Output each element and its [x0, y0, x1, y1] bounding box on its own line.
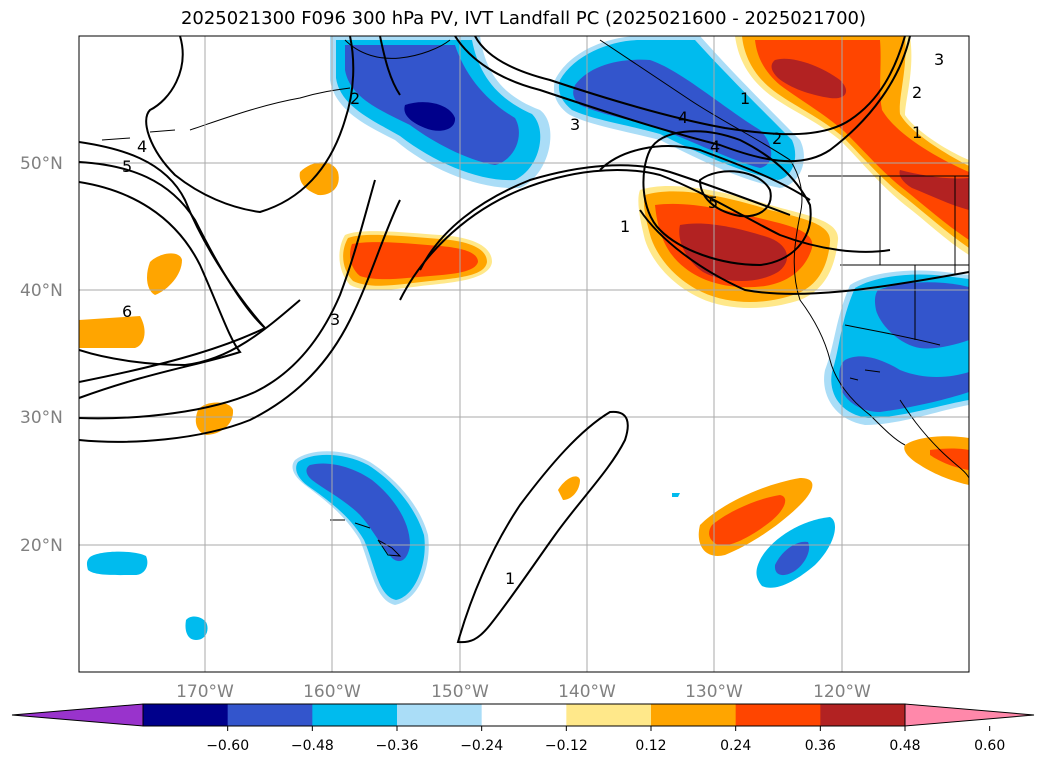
- colorbar-cell: [735, 704, 821, 726]
- contour-label: 4: [137, 137, 147, 156]
- lat-label: 20°N: [20, 536, 63, 556]
- colorbar-extend-low: [12, 704, 143, 726]
- lon-label: 140°W: [558, 682, 616, 702]
- contour-label: 2: [772, 129, 782, 148]
- latitude-labels: 50°N 40°N 30°N 20°N: [20, 154, 63, 556]
- colorbar-tick-label: −0.24: [460, 738, 503, 754]
- lat-label: 40°N: [20, 281, 63, 301]
- negative-anomaly-fields: [86, 36, 969, 640]
- longitude-labels: 170°W 160°W 150°W 140°W 130°W 120°W: [176, 682, 871, 702]
- contour-label: 1: [740, 89, 750, 108]
- contour-label: 1: [505, 569, 515, 588]
- graticule: [79, 36, 969, 672]
- colorbar-tick-label: 0.36: [805, 738, 836, 754]
- contour-label: 3: [570, 115, 580, 134]
- colorbar-tick-label: −0.60: [206, 738, 249, 754]
- map-border: [78, 35, 970, 673]
- colorbar-cell: [227, 704, 313, 726]
- lon-label: 130°W: [685, 682, 743, 702]
- lon-label: 120°W: [813, 682, 871, 702]
- contour-label: 5: [122, 157, 132, 176]
- colorbar-tick-label: 0.60: [974, 738, 1005, 754]
- colorbar-cell: [397, 704, 483, 726]
- lat-label: 50°N: [20, 154, 63, 174]
- coastlines: [101, 39, 969, 557]
- contour-label: 4: [678, 108, 688, 127]
- contour-label: 2: [912, 83, 922, 102]
- lon-label: 160°W: [303, 682, 361, 702]
- colorbar-cell: [651, 704, 737, 726]
- colorbar-cell: [312, 704, 398, 726]
- contour-label: 6: [122, 302, 132, 321]
- contour-label: 3: [330, 310, 340, 329]
- lon-label: 150°W: [431, 682, 489, 702]
- contour-label: 4: [710, 137, 720, 156]
- lon-label: 170°W: [176, 682, 234, 702]
- colorbar-cell: [481, 704, 567, 726]
- contour-label: 3: [934, 50, 944, 69]
- contour-label: 5: [708, 193, 718, 212]
- map-title: 2025021300 F096 300 hPa PV, IVT Landfall…: [180, 8, 867, 29]
- contour-label: 1: [620, 217, 630, 236]
- lat-label: 30°N: [20, 408, 63, 428]
- colorbar-cell: [143, 704, 229, 726]
- colorbar: −0.60 −0.48 −0.36 −0.24 −0.12 0.12 0.24 0.36 0.4…: [11, 703, 1035, 754]
- colorbar-tick-label: −0.12: [545, 738, 588, 754]
- contour-labels: 1 2 3 4 5 6 2 3 4 5 1 1 2 1 3 4: [122, 50, 944, 588]
- colorbar-extend-high: [905, 704, 1034, 726]
- colorbar-tick-label: −0.48: [291, 738, 334, 754]
- positive-anomaly-fields: [79, 36, 969, 556]
- pv-contours: [79, 36, 969, 644]
- colorbar-cell: [820, 704, 906, 726]
- colorbar-cell: [566, 704, 652, 726]
- baja-anomaly: [904, 436, 969, 485]
- colorbar-tick-label: −0.36: [376, 738, 419, 754]
- contour-label: 2: [350, 89, 360, 108]
- colorbar-tick-label: 0.24: [720, 738, 751, 754]
- colorbar-tick-label: 0.12: [635, 738, 666, 754]
- contour-label: 1: [912, 123, 922, 142]
- colorbar-tick-label: 0.48: [889, 738, 920, 754]
